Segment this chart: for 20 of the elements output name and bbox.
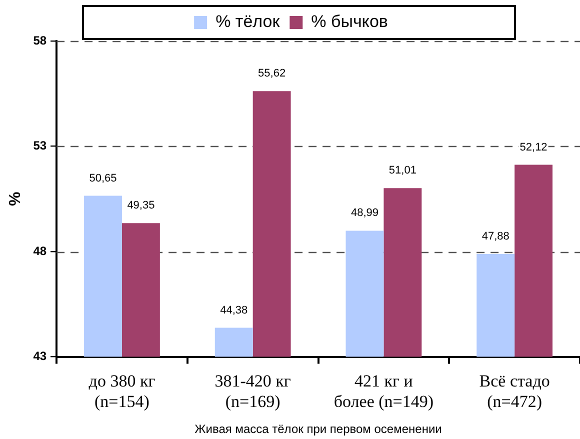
x-tick-label: до 380 кг (n=154) bbox=[88, 371, 156, 411]
x-axis-title: Живая масса тёлок при первом осеменении bbox=[194, 422, 442, 436]
x-tick-label: Всё стадо (n=472) bbox=[479, 371, 550, 411]
y-tick-label: 43 bbox=[33, 349, 47, 364]
data-label: 50,65 bbox=[89, 172, 117, 184]
legend-label: % тёлок bbox=[216, 12, 280, 32]
x-tick-label: 381-420 кг (n=169) bbox=[214, 371, 291, 411]
data-label: 48,99 bbox=[350, 207, 378, 220]
y-tick-label: 58 bbox=[33, 33, 47, 48]
legend-label: % бычков bbox=[311, 12, 388, 32]
data-label: 49,35 bbox=[127, 200, 155, 212]
data-label: 52,12 bbox=[520, 141, 548, 154]
y-tick-label: 48 bbox=[33, 244, 47, 258]
data-label: 44,38 bbox=[220, 304, 248, 316]
y-axis-title: % bbox=[7, 192, 24, 206]
y-tick-label: 53 bbox=[33, 138, 47, 153]
x-tick-label: 421 кг и более (n=149) bbox=[334, 371, 434, 411]
data-label: 55,62 bbox=[258, 68, 286, 80]
data-label: 47,88 bbox=[482, 230, 510, 243]
data-label: 51,01 bbox=[388, 164, 416, 177]
